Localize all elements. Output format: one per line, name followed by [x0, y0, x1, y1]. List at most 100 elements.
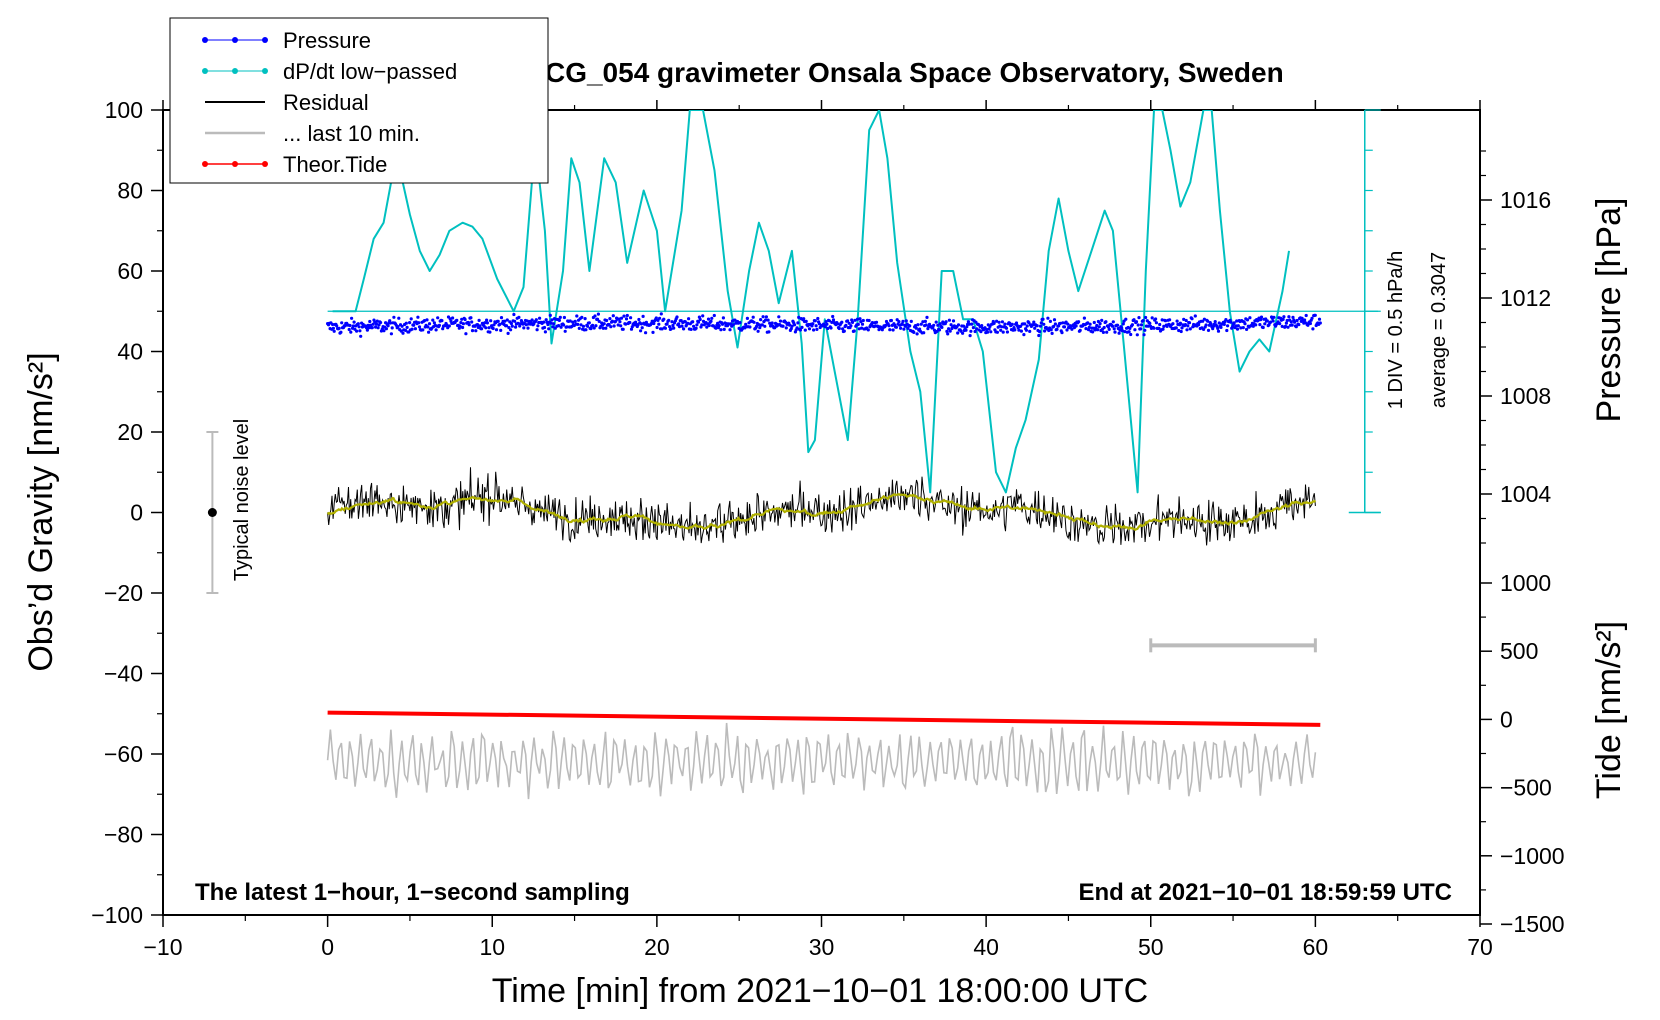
pressure-point	[397, 316, 401, 320]
pressure-point	[1028, 329, 1032, 333]
pressure-point	[721, 316, 726, 320]
pressure-point	[1091, 330, 1095, 334]
pressure-point	[409, 317, 413, 321]
pressure-point	[579, 323, 583, 327]
pressure-point	[975, 327, 979, 331]
pressure-point	[1052, 324, 1056, 328]
pressure-point	[1050, 331, 1054, 335]
pressure-point	[934, 320, 938, 324]
pressure-point	[496, 319, 500, 323]
y-tick-label: 60	[117, 258, 143, 284]
residual-series-line	[327, 467, 1316, 546]
pressure-tick-label: 1008	[1500, 383, 1551, 409]
pressure-point	[1161, 327, 1165, 331]
pressure-point	[1005, 330, 1010, 334]
dpdt-scale-label: 1 DIV = 0.5 hPa/h	[1385, 251, 1407, 409]
pressure-point	[516, 321, 520, 325]
pressure-point	[382, 329, 386, 333]
pressure-point	[593, 314, 597, 318]
pressure-tick-label: 1012	[1500, 285, 1551, 311]
pressure-point	[622, 314, 626, 318]
pressure-point	[1263, 322, 1267, 326]
pressure-point	[857, 327, 861, 331]
pressure-point	[1102, 325, 1106, 330]
tide-tick-label: 500	[1500, 638, 1538, 664]
pressure-point	[1179, 329, 1183, 334]
pressure-point	[731, 323, 735, 327]
pressure-point	[459, 321, 463, 325]
pressure-point	[480, 327, 484, 331]
pressure-point	[921, 320, 925, 324]
pressure-point	[889, 318, 894, 323]
pressure-point	[778, 319, 783, 323]
pressure-point	[595, 317, 600, 321]
pressure-point	[369, 323, 373, 327]
pressure-point	[841, 327, 845, 331]
pressure-point	[1014, 321, 1019, 325]
pressure-point	[1171, 322, 1175, 326]
pressure-point	[451, 316, 455, 320]
pressure-point	[1046, 316, 1050, 320]
pressure-point	[1088, 322, 1092, 326]
pressure-point	[1110, 324, 1115, 328]
pressure-point	[568, 319, 572, 323]
pressure-point	[908, 324, 912, 328]
pressure-point	[859, 320, 863, 324]
pressure-point	[458, 324, 462, 328]
pressure-point	[650, 319, 654, 323]
pressure-point	[757, 323, 761, 327]
legend-entry-last10: ... last 10 min.	[205, 121, 420, 146]
pressure-point	[961, 324, 966, 328]
pressure-point	[767, 330, 771, 334]
pressure-point	[550, 318, 554, 322]
pressure-point	[1184, 318, 1188, 323]
pressure-point	[404, 321, 408, 325]
pressure-point	[421, 328, 425, 332]
pressure-point	[1251, 324, 1255, 328]
pressure-point	[1241, 326, 1245, 330]
pressure-point	[504, 324, 509, 328]
pressure-point	[1013, 328, 1017, 332]
pressure-point	[1027, 321, 1031, 325]
pressure-point	[1224, 318, 1228, 322]
x-tick-label: 30	[809, 934, 835, 960]
annotation-sampling: The latest 1−hour, 1−second sampling	[195, 879, 630, 906]
pressure-point	[591, 323, 595, 327]
pressure-point	[760, 323, 764, 327]
pressure-point	[505, 318, 509, 322]
pressure-point	[552, 322, 556, 326]
pressure-point	[1136, 323, 1140, 327]
pressure-point	[850, 320, 855, 324]
pressure-point	[417, 325, 422, 329]
pressure-point	[966, 320, 971, 324]
pressure-point	[698, 317, 702, 322]
pressure-point	[970, 322, 974, 326]
pressure-point	[850, 318, 854, 322]
pressure-point	[847, 321, 851, 325]
pressure-point	[945, 329, 949, 333]
pressure-point	[1058, 321, 1062, 325]
pressure-point	[616, 323, 620, 327]
pressure-point	[992, 321, 996, 325]
pressure-point	[1049, 328, 1053, 332]
pressure-point	[1306, 323, 1310, 327]
pressure-point	[549, 321, 553, 325]
pressure-point	[1120, 326, 1124, 330]
pressure-point	[922, 331, 926, 335]
pressure-point	[1235, 327, 1240, 331]
pressure-point	[1318, 321, 1322, 325]
pressure-point	[562, 315, 567, 320]
pressure-point	[738, 321, 742, 325]
pressure-point	[961, 331, 965, 335]
pressure-point	[1130, 323, 1134, 327]
pressure-point	[887, 324, 891, 328]
pressure-point	[1248, 316, 1252, 320]
pressure-point	[335, 324, 339, 328]
pressure-point	[1019, 324, 1023, 328]
pressure-point	[1144, 315, 1148, 320]
chart-title: SCG_054 gravimeter Onsala Space Observat…	[526, 57, 1283, 88]
pressure-point	[900, 322, 904, 326]
tide-series-line	[327, 710, 1321, 727]
pressure-point	[1084, 327, 1088, 331]
pressure-point	[1190, 317, 1194, 321]
